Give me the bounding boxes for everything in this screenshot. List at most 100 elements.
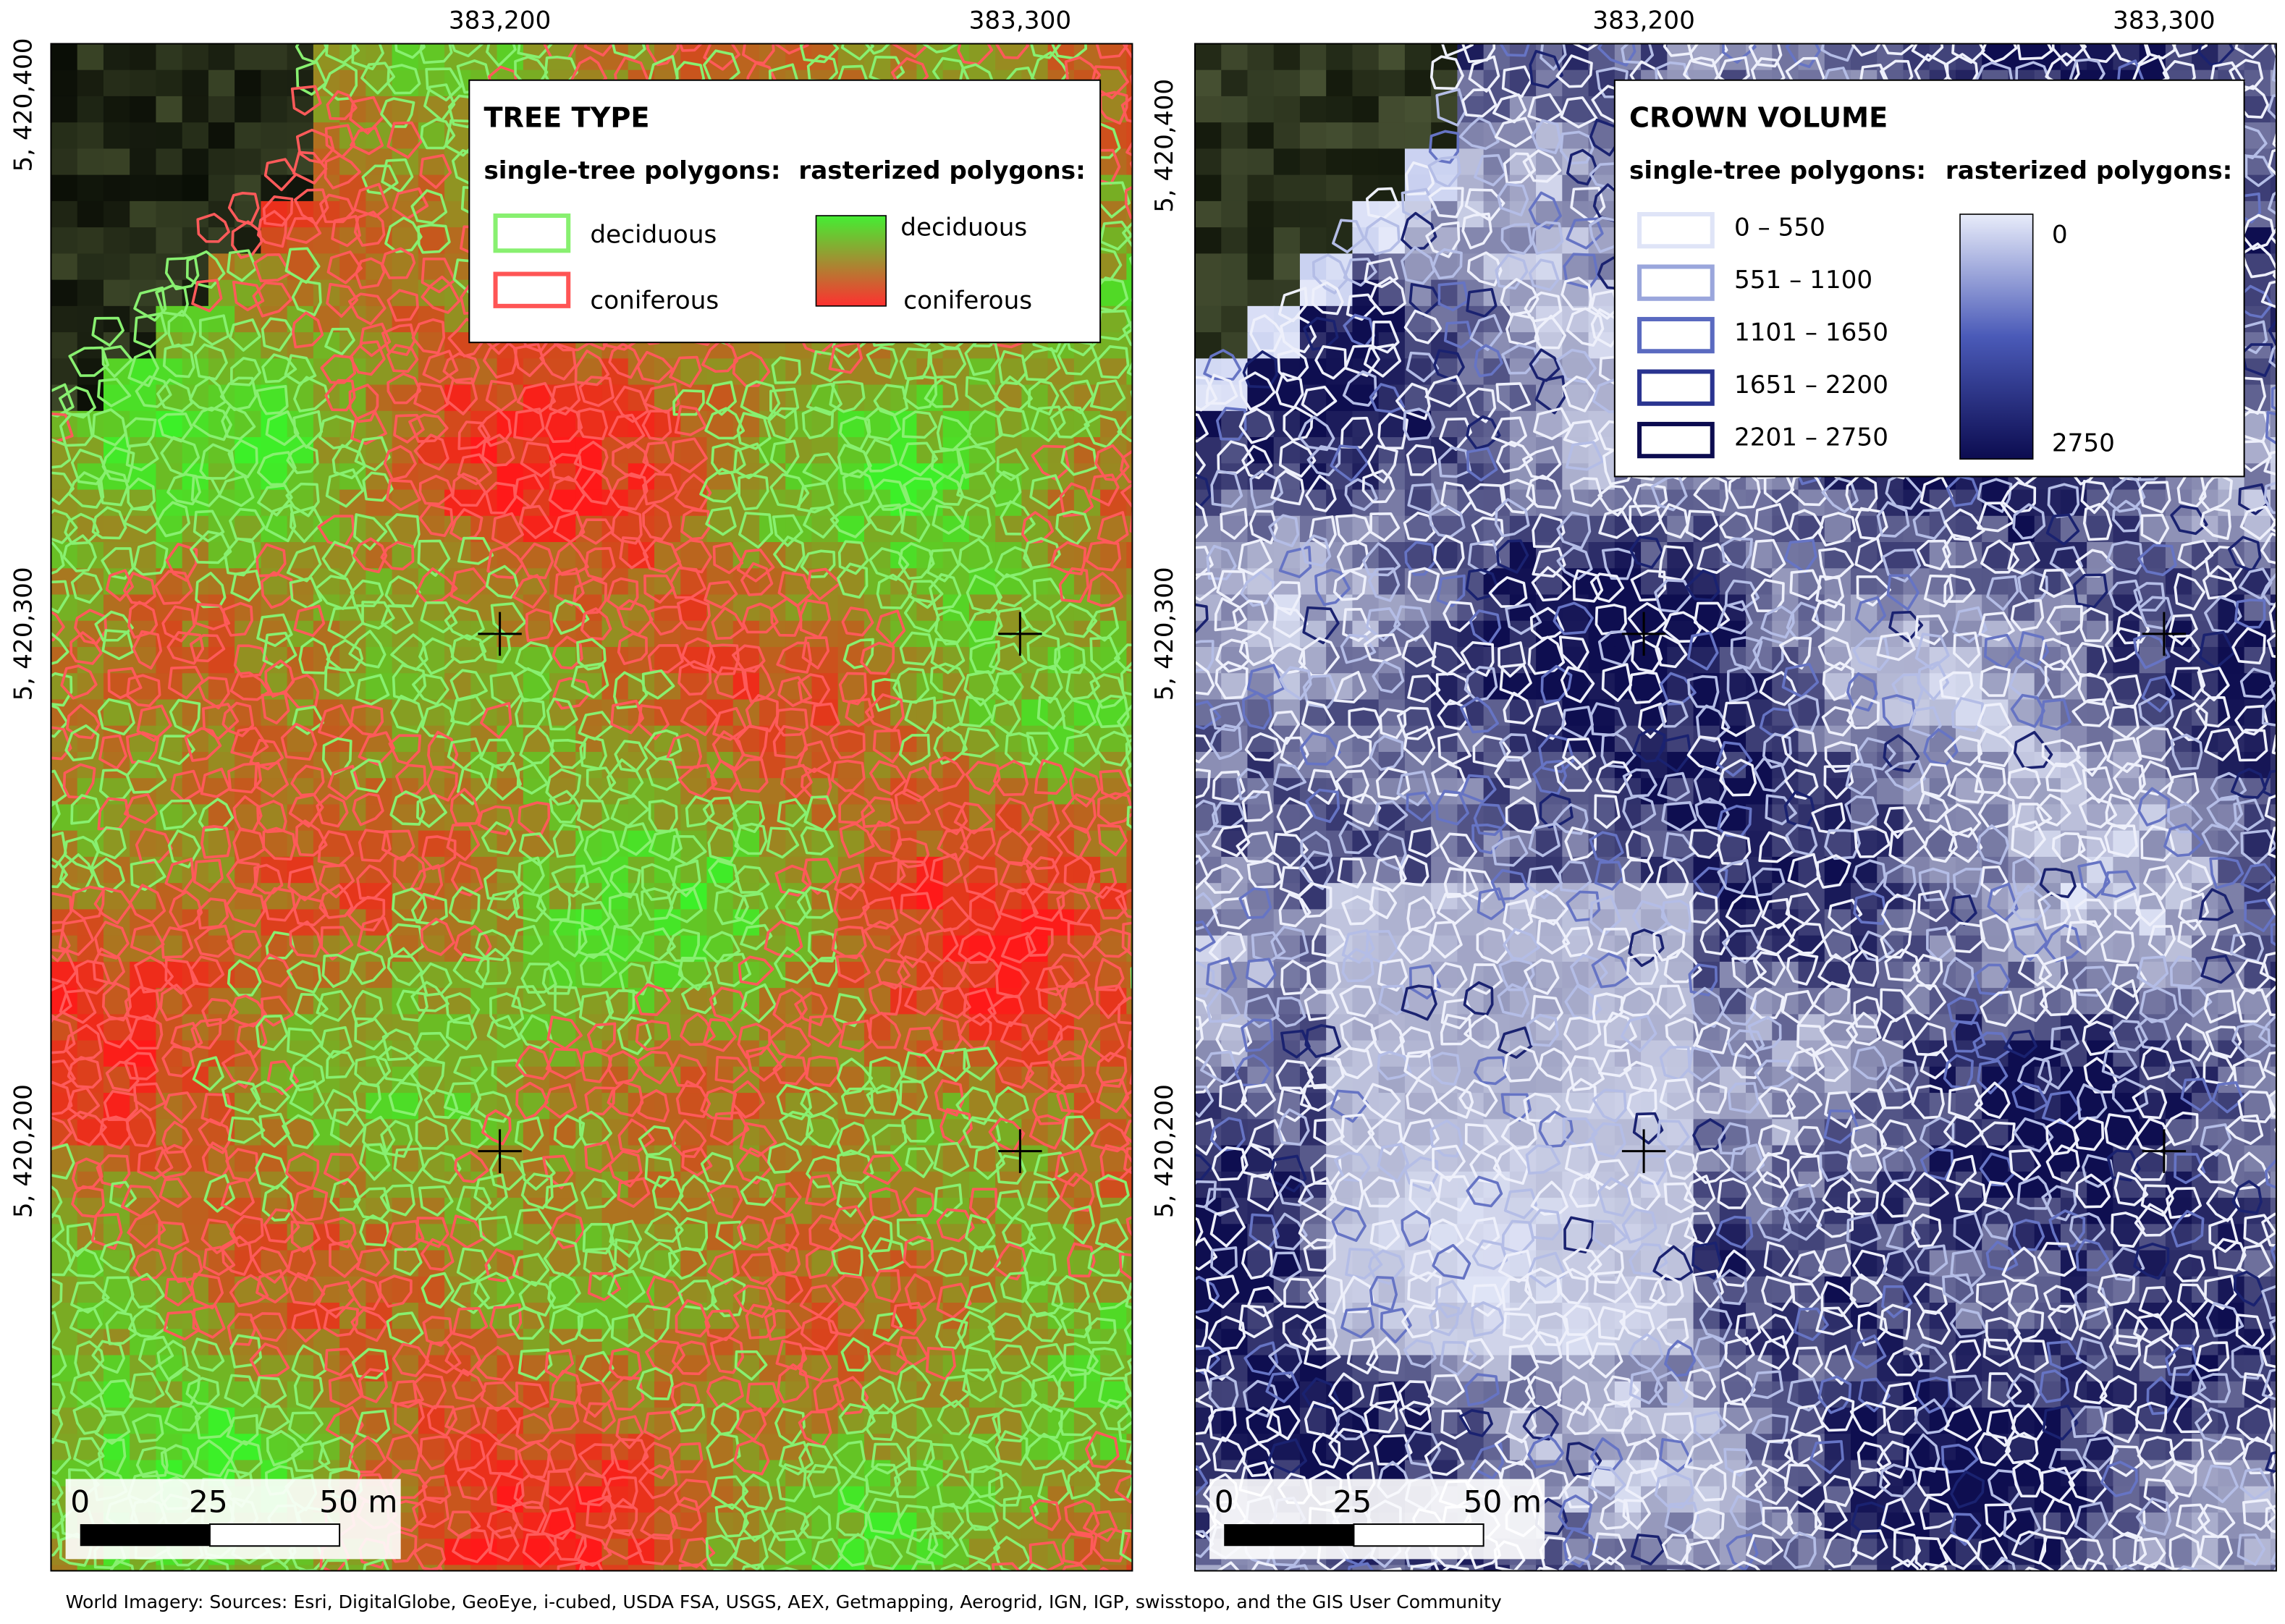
tree-polygon bbox=[6, 826, 33, 859]
raster-cell bbox=[1273, 174, 1301, 202]
raster-cell bbox=[313, 935, 341, 963]
raster-cell bbox=[968, 1565, 997, 1571]
raster-cell bbox=[339, 148, 367, 176]
raster-cell bbox=[1126, 43, 1133, 71]
tree-polygon bbox=[1130, 1513, 1133, 1531]
raster-cell bbox=[339, 200, 367, 229]
raster-cell bbox=[103, 830, 131, 858]
tree-polygon bbox=[4, 1535, 38, 1563]
raster-cell bbox=[863, 542, 892, 570]
raster-cell bbox=[549, 515, 577, 544]
tree-polygon bbox=[1130, 966, 1133, 989]
raster-cell bbox=[654, 646, 682, 674]
raster-cell bbox=[523, 699, 551, 727]
raster-cell bbox=[1126, 1434, 1133, 1461]
tree-polygon bbox=[3, 1395, 37, 1434]
raster-cell bbox=[1326, 69, 1353, 97]
raster-cell bbox=[2113, 43, 2140, 71]
raster-cell bbox=[182, 122, 209, 150]
raster-cell bbox=[497, 1539, 524, 1566]
raster-cell bbox=[1299, 122, 1327, 150]
tree-polygon bbox=[8, 444, 43, 474]
raster-cell bbox=[77, 200, 104, 229]
tree-polygon bbox=[0, 509, 36, 540]
raster-cell bbox=[1126, 830, 1133, 858]
tree-polygon bbox=[1129, 509, 1133, 533]
raster-cell bbox=[706, 1434, 734, 1461]
raster-cell bbox=[523, 751, 551, 779]
raster-cell bbox=[680, 568, 708, 596]
raster-cell bbox=[837, 384, 865, 412]
raster-cell bbox=[1457, 43, 1484, 71]
raster-cell bbox=[208, 1565, 236, 1571]
raster-cell bbox=[51, 804, 78, 832]
raster-cell bbox=[130, 961, 157, 989]
raster-cell bbox=[1194, 69, 1222, 97]
raster-cell bbox=[418, 69, 446, 97]
raster-cell bbox=[103, 43, 131, 71]
raster-cell bbox=[182, 174, 209, 202]
raster-cell bbox=[1378, 279, 1406, 307]
raster-cell bbox=[470, 1565, 498, 1571]
raster-cell bbox=[208, 305, 236, 334]
tree-polygon bbox=[1128, 6, 1156, 33]
raster-cell bbox=[77, 1565, 104, 1571]
raster-cell bbox=[837, 646, 865, 674]
tree-polygon bbox=[547, 0, 582, 20]
raster-cell bbox=[706, 620, 734, 648]
raster-cell bbox=[235, 122, 262, 150]
tree-polygon bbox=[1130, 389, 1133, 401]
raster-cell bbox=[890, 1014, 918, 1041]
raster-cell bbox=[549, 1565, 577, 1571]
raster-cell bbox=[156, 227, 183, 255]
raster-cell bbox=[313, 410, 341, 439]
raster-cell bbox=[1326, 122, 1353, 150]
tree-polygon bbox=[9, 930, 38, 964]
tree-polygon bbox=[4, 741, 31, 769]
raster-cell bbox=[313, 1250, 341, 1277]
raster-cell bbox=[51, 122, 78, 150]
raster-cell bbox=[1247, 227, 1275, 255]
raster-cell bbox=[680, 1119, 708, 1146]
raster-cell bbox=[339, 1198, 367, 1225]
raster-cell bbox=[261, 410, 288, 439]
raster-cell bbox=[1126, 620, 1133, 648]
raster-cell bbox=[51, 279, 78, 307]
tree-polygon bbox=[0, 473, 30, 504]
raster-cell bbox=[339, 1329, 367, 1356]
raster-cell bbox=[235, 148, 262, 176]
raster-cell bbox=[497, 1329, 524, 1356]
tree-polygon bbox=[1131, 295, 1133, 303]
raster-cell bbox=[103, 200, 131, 229]
raster-cell bbox=[1273, 96, 1301, 124]
raster-cell bbox=[523, 961, 551, 989]
tree-polygon bbox=[1127, 1030, 1133, 1052]
raster-cell bbox=[523, 437, 551, 465]
raster-cell bbox=[1126, 1355, 1133, 1382]
raster-cell bbox=[77, 96, 104, 124]
tree-polygon bbox=[292, 0, 322, 23]
raster-cell bbox=[1273, 122, 1301, 150]
raster-cell bbox=[261, 1066, 288, 1094]
raster-cell bbox=[1221, 122, 1249, 150]
raster-cell bbox=[654, 1565, 682, 1571]
raster-cell bbox=[732, 1381, 760, 1408]
tree-polygon bbox=[903, 0, 932, 26]
raster-cell bbox=[1126, 122, 1133, 150]
tree-polygon bbox=[614, 0, 651, 28]
raster-cell bbox=[156, 1119, 183, 1146]
raster-cell bbox=[235, 646, 262, 674]
raster-cell bbox=[497, 909, 524, 936]
raster-cell bbox=[1073, 856, 1102, 884]
raster-cell bbox=[339, 883, 367, 910]
raster-cell bbox=[837, 1565, 865, 1571]
raster-cell bbox=[523, 1066, 551, 1094]
raster-cell bbox=[549, 358, 577, 386]
raster-cell bbox=[942, 778, 970, 805]
raster-cell bbox=[2270, 410, 2276, 439]
raster-cell bbox=[1352, 122, 1380, 150]
raster-cell bbox=[77, 961, 104, 989]
raster-cell bbox=[916, 463, 944, 491]
raster-cell bbox=[523, 489, 551, 517]
raster-cell bbox=[2270, 253, 2276, 281]
